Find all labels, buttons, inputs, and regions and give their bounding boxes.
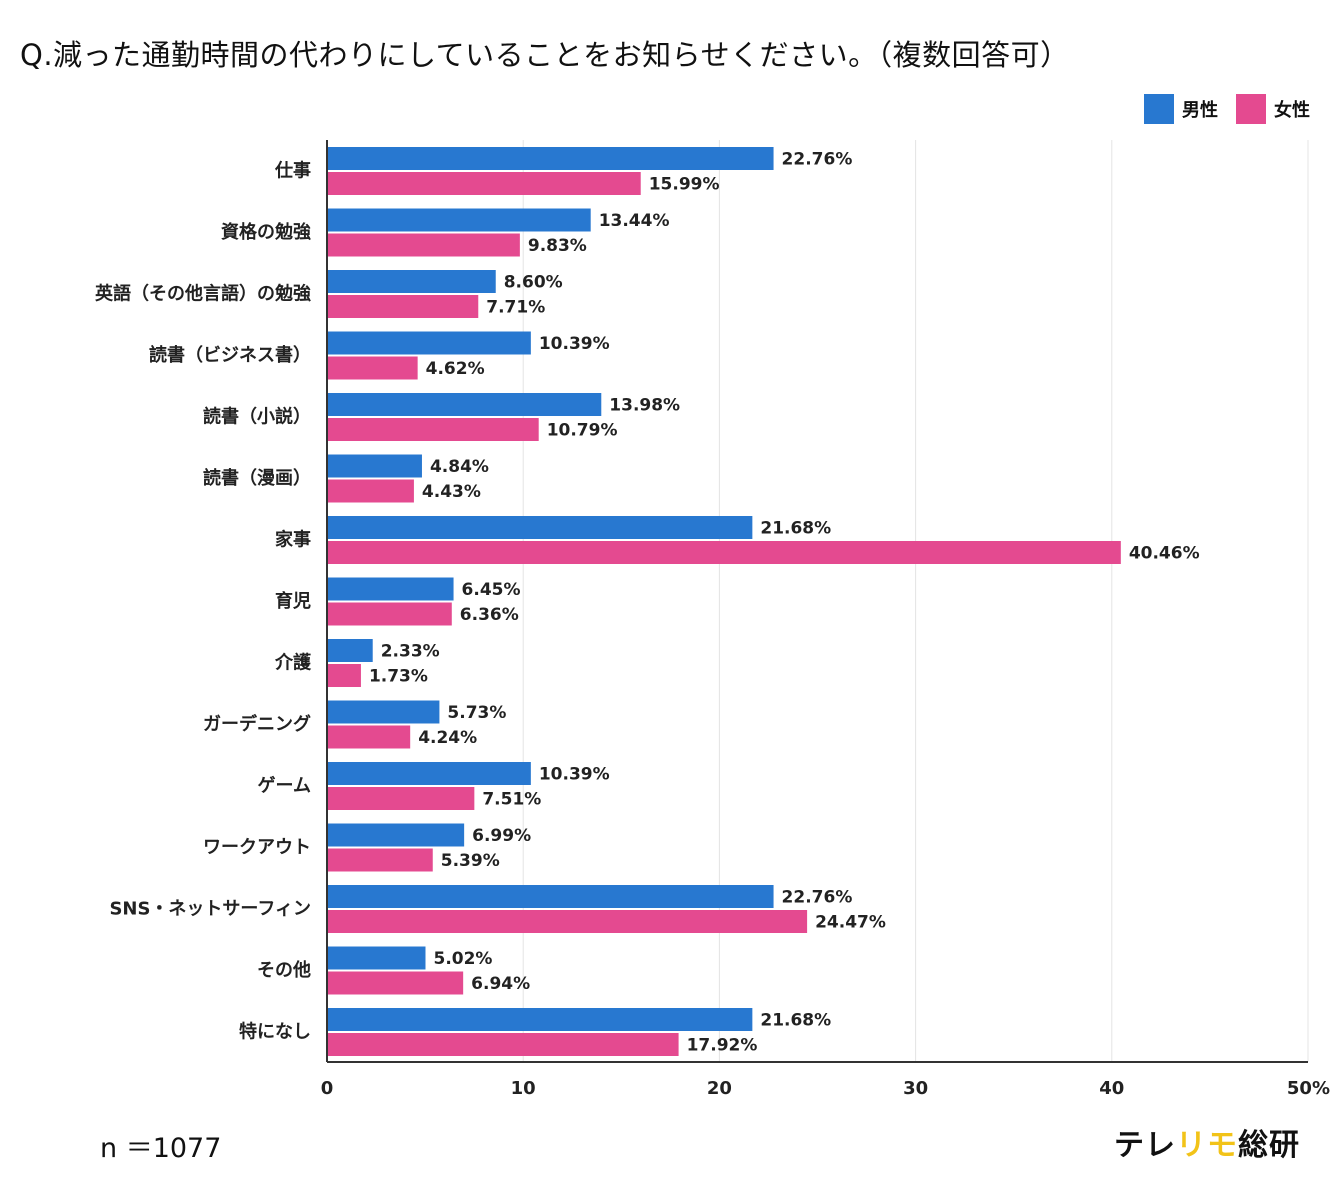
- bar-male: [327, 208, 591, 232]
- category-label: 読書（小説）: [203, 406, 311, 428]
- data-label: 5.39%: [441, 851, 500, 871]
- data-label: 17.92%: [687, 1036, 758, 1056]
- data-label: 21.68%: [760, 519, 831, 539]
- bar-male: [327, 823, 465, 847]
- legend: 男性 女性: [1126, 94, 1310, 124]
- bar-female: [327, 910, 808, 933]
- x-tick-label: 50%: [1287, 1078, 1330, 1099]
- x-tick-label: 10: [511, 1078, 536, 1099]
- bar-female: [327, 787, 475, 810]
- category-label: その他: [257, 959, 311, 981]
- x-tick-label: 20: [707, 1078, 732, 1099]
- bar-female: [327, 541, 1121, 564]
- category-label: 仕事: [274, 160, 311, 182]
- data-label: 4.24%: [418, 728, 477, 748]
- bar-female: [327, 479, 414, 503]
- legend-swatch-male: [1144, 94, 1174, 124]
- bar-female: [327, 172, 641, 195]
- category-label: 読書（ビジネス書）: [149, 344, 311, 366]
- bar-male: [327, 270, 496, 293]
- bar-male: [327, 762, 531, 785]
- category-label: ゲーム: [258, 775, 311, 797]
- brand-part-1: テレ: [1114, 1128, 1176, 1163]
- bar-male: [327, 700, 440, 724]
- legend-label-female: 女性: [1274, 100, 1310, 121]
- bar-male: [327, 885, 774, 908]
- data-label: 10.39%: [539, 765, 610, 785]
- legend-item-male: 男性: [1144, 94, 1218, 124]
- data-label: 6.45%: [462, 580, 521, 600]
- data-label: 22.76%: [782, 888, 853, 908]
- data-label: 5.73%: [447, 703, 506, 723]
- bar-female: [327, 725, 411, 749]
- data-label: 6.94%: [471, 974, 530, 994]
- category-label: 家事: [275, 529, 311, 551]
- bar-female: [327, 971, 464, 995]
- legend-item-female: 女性: [1236, 94, 1310, 124]
- data-label: 40.46%: [1129, 544, 1200, 564]
- category-label: ガーデニング: [203, 713, 311, 735]
- bar-male: [327, 393, 602, 416]
- bar-female: [327, 1033, 679, 1056]
- data-label: 9.83%: [528, 236, 587, 256]
- brand-part-3: 総研: [1238, 1128, 1300, 1163]
- data-label: 22.76%: [782, 150, 853, 170]
- data-label: 13.44%: [599, 211, 670, 231]
- data-label: 21.68%: [760, 1011, 831, 1031]
- legend-swatch-female: [1236, 94, 1266, 124]
- data-label: 6.99%: [472, 826, 531, 846]
- category-label: ワークアウト: [203, 837, 311, 858]
- data-label: 24.47%: [815, 913, 886, 933]
- bar-male: [327, 454, 422, 478]
- bar-female: [327, 602, 452, 626]
- x-tick-label: 0: [321, 1078, 334, 1099]
- sample-size: n ＝1077: [100, 1133, 222, 1164]
- bar-male: [327, 147, 774, 170]
- data-label: 2.33%: [381, 642, 440, 662]
- category-label: 読書（漫画）: [203, 467, 311, 489]
- brand-logo: テレリモ総研: [1114, 1120, 1300, 1164]
- data-label: 15.99%: [649, 175, 720, 195]
- data-label: 4.62%: [426, 359, 485, 379]
- data-label: 4.43%: [422, 482, 481, 502]
- data-label: 4.84%: [430, 457, 489, 477]
- data-label: 6.36%: [460, 605, 519, 625]
- bar-male: [327, 577, 454, 601]
- category-label: 介護: [274, 652, 312, 674]
- bar-male: [327, 946, 426, 970]
- category-label: 育児: [275, 590, 311, 612]
- data-label: 1.73%: [369, 667, 428, 687]
- data-label: 13.98%: [609, 396, 680, 416]
- data-label: 10.39%: [539, 334, 610, 354]
- bar-male: [327, 331, 531, 355]
- data-label: 7.71%: [486, 298, 545, 318]
- category-label: 特になし: [239, 1021, 311, 1043]
- brand-part-2: リモ: [1176, 1128, 1238, 1163]
- data-label: 10.79%: [547, 421, 618, 441]
- chart-title: Q.減った通勤時間の代わりにしていることをお知らせください。（複数回答可）: [20, 38, 1070, 72]
- bar-male: [327, 639, 373, 662]
- data-label: 8.60%: [504, 273, 563, 293]
- data-label: 7.51%: [482, 790, 541, 810]
- x-tick-label: 40: [1099, 1078, 1124, 1099]
- bar-female: [327, 418, 539, 441]
- bar-male: [327, 516, 753, 539]
- category-label: 英語（その他言語）の勉強: [94, 283, 311, 305]
- bar-female: [327, 295, 479, 318]
- category-label: 資格の勉強: [221, 221, 311, 243]
- bar-male: [327, 1008, 753, 1031]
- category-label: SNS・ネットサーフィン: [109, 899, 311, 920]
- bar-female: [327, 233, 520, 257]
- data-label: 5.02%: [433, 949, 492, 969]
- legend-label-male: 男性: [1182, 100, 1218, 121]
- bar-female: [327, 848, 433, 872]
- x-tick-label: 30: [903, 1078, 928, 1099]
- bar-female: [327, 356, 418, 380]
- bar-female: [327, 664, 361, 687]
